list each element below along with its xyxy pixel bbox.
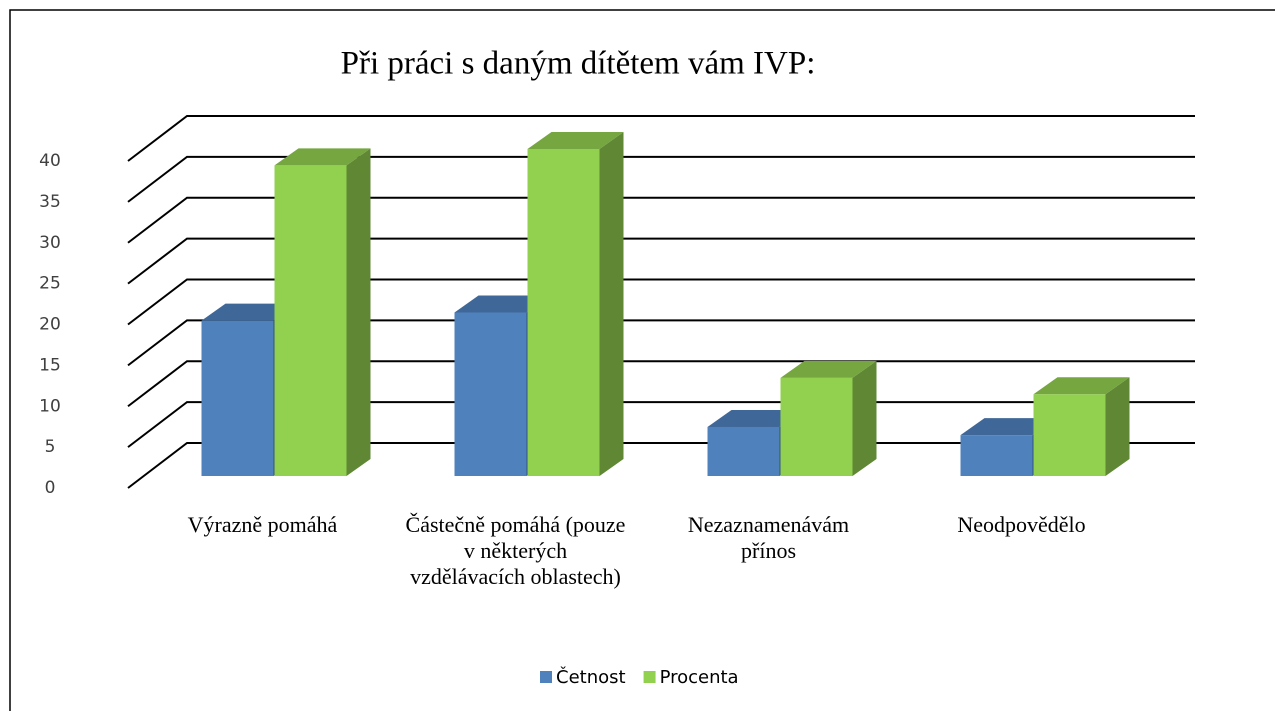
legend-label: Procenta [660, 667, 739, 688]
bar-front [960, 435, 1033, 476]
bar [527, 132, 624, 476]
bar-front [527, 149, 600, 476]
grid-line [127, 319, 1195, 367]
bar-top [274, 148, 371, 166]
bar-front [201, 320, 274, 476]
y-tick-label: 10 [39, 396, 61, 416]
x-tick-label: Výrazně pomáhá [187, 512, 338, 537]
bar-front [707, 426, 780, 476]
y-tick-label: 40 [39, 151, 61, 171]
y-tick-label: 35 [39, 192, 61, 212]
bar-side [852, 360, 877, 476]
bar-top [707, 409, 804, 427]
y-tick-label: 5 [45, 437, 56, 457]
legend-label: Četnost [556, 666, 626, 688]
bar [780, 360, 877, 476]
bar-side [599, 132, 624, 476]
legend-swatch [540, 671, 552, 683]
bar-top [454, 295, 551, 313]
grid-line [127, 196, 1195, 244]
bar-top [960, 418, 1057, 436]
bar-side [346, 148, 371, 476]
legend-swatch [643, 671, 656, 683]
bar-front [1033, 394, 1106, 476]
y-tick-label: 30 [39, 233, 61, 253]
bar-top [201, 303, 298, 321]
bar-front [454, 312, 527, 476]
grid-line [127, 278, 1195, 326]
y-tick-label: 15 [39, 355, 61, 375]
y-tick-label: 0 [45, 478, 56, 498]
bar [274, 148, 371, 476]
x-tick-label: Nezaznamenávám přínos [687, 512, 850, 563]
bar-front [780, 377, 853, 476]
grid-line [127, 155, 1195, 203]
y-tick-label: 20 [39, 315, 61, 335]
bar-top [780, 360, 877, 378]
y-tick-label: 25 [39, 274, 61, 294]
grid-line [127, 237, 1195, 285]
chart-frame [9, 9, 1275, 711]
x-tick-label: Částečně pomáhá (pouze v některých vzděl… [405, 512, 626, 589]
chart-title: Při práci s daným dítětem vám IVP: [341, 46, 816, 82]
x-tick-label: Neodpovědělo [957, 512, 1086, 537]
bar-front [274, 165, 347, 476]
bar-top [1033, 377, 1130, 395]
bar-side [1105, 377, 1130, 476]
bar-top [527, 132, 624, 149]
grid-line [127, 115, 1195, 162]
bar [1033, 377, 1130, 476]
